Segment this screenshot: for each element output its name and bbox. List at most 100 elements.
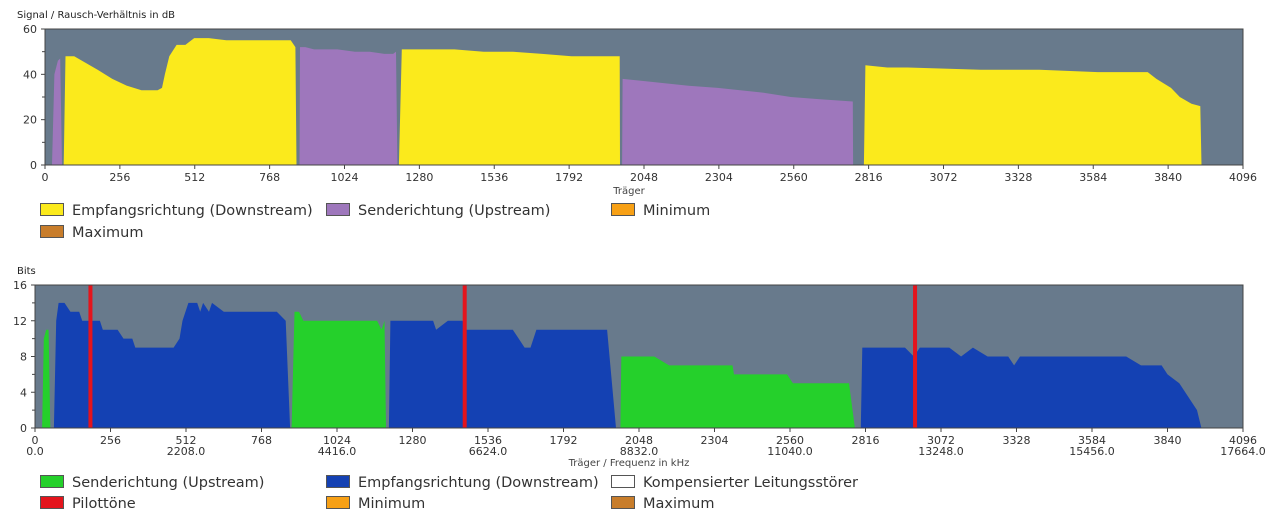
legend2-item-minimum: Minimum bbox=[326, 496, 425, 512]
x-tick-label: 0 bbox=[42, 171, 49, 184]
x-tick-khz-label: 8832.0 bbox=[620, 445, 659, 458]
legend2-item-compensated: Kompensierter Leitungsstörer bbox=[611, 475, 858, 491]
x-tick-label: 1024 bbox=[323, 434, 351, 447]
y-tick-label: 0 bbox=[30, 159, 37, 172]
chart2-x-axis-label: Träger / Frequenz in kHz bbox=[568, 458, 690, 469]
x-tick-label: 1280 bbox=[399, 434, 427, 447]
legend-label: Minimum bbox=[358, 496, 426, 512]
chart1-x-axis-label: Träger bbox=[612, 186, 645, 197]
x-tick-label: 256 bbox=[100, 434, 121, 447]
area-empfangsrichtung-downstream--2 bbox=[860, 347, 1202, 428]
x-tick-label: 2304 bbox=[705, 171, 733, 184]
x-tick-khz-label: 17664.0 bbox=[1220, 445, 1265, 458]
area-empfangsrichtung-downstream--0 bbox=[53, 302, 291, 428]
area-senderichtung-upstream--0 bbox=[52, 58, 62, 165]
legend-swatch bbox=[326, 203, 350, 216]
y-tick-label: 40 bbox=[23, 68, 37, 81]
x-tick-khz-label: 2208.0 bbox=[167, 445, 206, 458]
legend1-item-downstream: Empfangsrichtung (Downstream) bbox=[40, 203, 313, 219]
y-tick-label: 8 bbox=[20, 351, 27, 364]
chart2-y-axis-label: Bits bbox=[17, 266, 36, 277]
legend-label: Maximum bbox=[72, 225, 144, 241]
x-tick-label: 1536 bbox=[474, 434, 502, 447]
area-senderichtung-upstream--2 bbox=[622, 78, 854, 165]
x-tick-label: 4096 bbox=[1229, 434, 1257, 447]
legend2-item-pilot: Pilottöne bbox=[40, 496, 136, 512]
x-tick-label: 3584 bbox=[1079, 171, 1107, 184]
legend-label: Senderichtung (Upstream) bbox=[72, 475, 265, 491]
x-tick-label: 768 bbox=[251, 434, 272, 447]
x-tick-label: 512 bbox=[184, 171, 205, 184]
legend-swatch bbox=[40, 475, 64, 488]
area-empfangsrichtung-downstream--0 bbox=[63, 38, 297, 165]
x-tick-khz-label: 4416.0 bbox=[318, 445, 357, 458]
x-tick-label: 2560 bbox=[780, 171, 808, 184]
area-empfangsrichtung-downstream--1 bbox=[388, 320, 616, 428]
x-tick-label: 1792 bbox=[555, 171, 583, 184]
x-tick-label: 2816 bbox=[852, 434, 880, 447]
legend-label: Pilottöne bbox=[72, 496, 136, 512]
legend-label: Kompensierter Leitungsstörer bbox=[643, 475, 858, 491]
x-tick-label: 4096 bbox=[1229, 171, 1257, 184]
area-senderichtung-upstream--2 bbox=[620, 356, 855, 428]
area-empfangsrichtung-downstream--2 bbox=[863, 65, 1202, 165]
legend1-item-upstream: Senderichtung (Upstream) bbox=[326, 203, 550, 219]
y-tick-label: 16 bbox=[13, 279, 27, 292]
y-tick-label: 20 bbox=[23, 114, 37, 127]
area-senderichtung-upstream--0 bbox=[42, 329, 51, 428]
legend-swatch bbox=[40, 496, 64, 509]
legend-swatch bbox=[611, 496, 635, 509]
x-tick-khz-label: 6624.0 bbox=[469, 445, 508, 458]
legend-swatch bbox=[611, 203, 635, 216]
legend2-item-downstream: Empfangsrichtung (Downstream) bbox=[326, 475, 599, 491]
legend2-item-maximum: Maximum bbox=[611, 496, 714, 512]
x-tick-label: 3840 bbox=[1154, 434, 1182, 447]
legend-label: Minimum bbox=[643, 203, 711, 219]
legend2-item-upstream: Senderichtung (Upstream) bbox=[40, 475, 264, 491]
x-tick-label: 2304 bbox=[701, 434, 729, 447]
y-tick-label: 0 bbox=[20, 422, 27, 435]
legend-swatch bbox=[326, 475, 350, 488]
x-tick-label: 256 bbox=[109, 171, 130, 184]
x-tick-label: 3328 bbox=[1004, 171, 1032, 184]
x-tick-khz-label: 11040.0 bbox=[767, 445, 813, 458]
x-tick-label: 3328 bbox=[1003, 434, 1031, 447]
x-tick-khz-label: 15456.0 bbox=[1069, 445, 1115, 458]
x-tick-label: 768 bbox=[259, 171, 280, 184]
legend-swatch bbox=[611, 475, 635, 488]
legend-label: Senderichtung (Upstream) bbox=[358, 203, 551, 219]
x-tick-label: 2816 bbox=[855, 171, 883, 184]
y-tick-label: 60 bbox=[23, 23, 37, 36]
chart1-y-axis-label: Signal / Rausch-Verhältnis in dB bbox=[17, 10, 175, 21]
legend-label: Maximum bbox=[643, 496, 715, 512]
x-tick-khz-label: 13248.0 bbox=[918, 445, 964, 458]
x-tick-label: 1792 bbox=[550, 434, 578, 447]
legend1-item-maximum: Maximum bbox=[40, 225, 143, 241]
snr-chart: 0 256 512 768 1024 1280 1536 1792 2048 2304 2560 28… bbox=[23, 23, 1257, 184]
x-tick-label: 2048 bbox=[625, 434, 653, 447]
x-tick-label: 2048 bbox=[630, 171, 658, 184]
x-tick-label: 3072 bbox=[930, 171, 958, 184]
x-tick-label: 2560 bbox=[776, 434, 804, 447]
x-tick-label: 3840 bbox=[1154, 171, 1182, 184]
legend-swatch bbox=[40, 225, 64, 238]
legend1-item-minimum: Minimum bbox=[611, 203, 710, 219]
x-tick-label: 1280 bbox=[405, 171, 433, 184]
y-tick-label: 4 bbox=[20, 386, 27, 399]
legend-swatch bbox=[40, 203, 64, 216]
x-tick-label: 3584 bbox=[1078, 434, 1106, 447]
legend-label: Empfangsrichtung (Downstream) bbox=[72, 203, 313, 219]
x-tick-label: 3072 bbox=[927, 434, 955, 447]
area-senderichtung-upstream--1 bbox=[291, 311, 386, 428]
area-empfangsrichtung-downstream--1 bbox=[398, 49, 620, 165]
x-tick-label: 0 bbox=[32, 434, 39, 447]
area-senderichtung-upstream--1 bbox=[299, 47, 398, 165]
x-tick-label: 1024 bbox=[331, 171, 359, 184]
x-tick-label: 1536 bbox=[480, 171, 508, 184]
x-tick-label: 512 bbox=[176, 434, 197, 447]
y-tick-label: 12 bbox=[13, 315, 27, 328]
legend-label: Empfangsrichtung (Downstream) bbox=[358, 475, 599, 491]
x-tick-khz-label: 0.0 bbox=[26, 445, 44, 458]
